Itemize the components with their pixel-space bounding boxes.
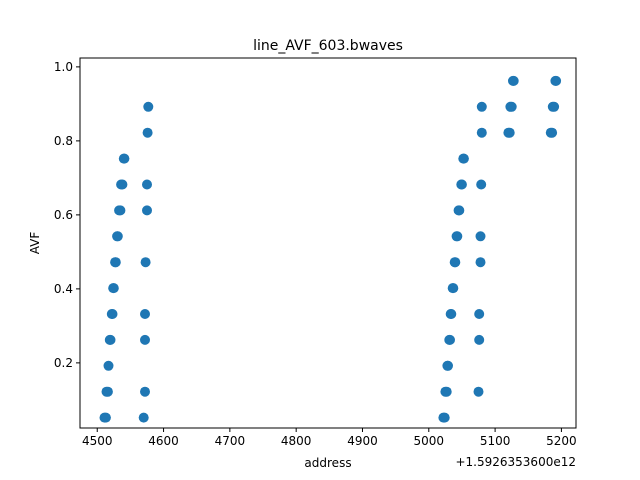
data-point — [143, 101, 154, 112]
data-point — [450, 257, 461, 268]
data-point — [445, 334, 455, 345]
x-tick-label: 5100 — [480, 434, 511, 448]
data-point — [506, 101, 517, 112]
data-point — [458, 153, 469, 164]
data-point — [142, 179, 152, 190]
data-point — [476, 127, 487, 138]
x-axis-label: address — [304, 456, 351, 470]
data-point — [454, 205, 465, 216]
x-tick-label: 5200 — [546, 434, 577, 448]
plot-frame — [79, 57, 577, 429]
data-point — [140, 257, 151, 268]
data-point — [107, 309, 118, 319]
data-point — [456, 179, 467, 190]
x-tick-label: 4800 — [281, 434, 312, 448]
y-tick-label: 0.4 — [54, 282, 73, 296]
data-point — [474, 309, 485, 319]
x-tick-label: 4600 — [148, 434, 179, 448]
y-axis-ticks: 0.2 0.4 0.6 0.8 1.0 — [54, 60, 80, 370]
data-point — [110, 257, 121, 268]
data-point — [473, 386, 484, 397]
data-point — [547, 127, 558, 138]
y-tick-label: 0.2 — [54, 356, 73, 370]
data-point — [441, 386, 452, 397]
data-point — [446, 309, 457, 319]
data-point — [117, 179, 128, 190]
y-tick-label: 1.0 — [54, 60, 73, 74]
x-tick-label: 4700 — [215, 434, 246, 448]
data-point — [108, 283, 119, 294]
data-point — [476, 179, 487, 190]
data-point — [142, 127, 153, 138]
data-point — [448, 283, 459, 294]
data-point — [112, 231, 123, 242]
x-tick-label: 4500 — [82, 434, 113, 448]
y-tick-label: 0.8 — [54, 134, 73, 148]
y-axis-label: AVF — [28, 232, 42, 255]
data-point — [119, 153, 130, 164]
data-point — [476, 101, 487, 112]
data-point — [140, 334, 150, 345]
data-point — [105, 334, 116, 345]
data-point — [102, 386, 113, 397]
data-point — [140, 386, 150, 397]
y-tick-label: 0.6 — [54, 208, 73, 222]
data-point — [115, 205, 126, 216]
data-point — [504, 127, 515, 138]
data-point — [475, 257, 486, 268]
x-tick-label: 4900 — [347, 434, 378, 448]
chart-title: line_AVF_603.bwaves — [253, 38, 403, 54]
data-point — [439, 412, 450, 423]
data-point — [474, 334, 485, 345]
data-point — [452, 231, 463, 242]
data-point — [508, 75, 519, 86]
x-axis-offset-label: +1.5926353600e12 — [455, 455, 576, 469]
data-point — [140, 309, 150, 319]
data-points — [99, 75, 562, 423]
data-point — [138, 412, 149, 423]
data-point — [549, 101, 560, 112]
data-point — [551, 75, 562, 86]
data-point — [100, 412, 111, 423]
data-point — [475, 231, 486, 242]
x-axis-ticks: 4500 4600 4700 4800 4900 5000 5100 5200 — [82, 428, 577, 448]
data-point — [142, 205, 152, 216]
data-point — [103, 360, 114, 371]
data-point — [443, 360, 453, 371]
x-tick-label: 5000 — [414, 434, 445, 448]
